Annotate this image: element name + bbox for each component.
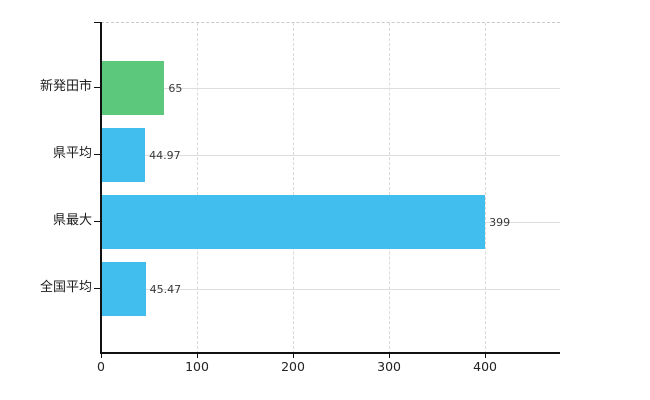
bar-3	[102, 262, 146, 316]
vertical-gridline-300	[389, 23, 391, 354]
category-label-2: 県最大	[52, 213, 92, 228]
x-tick-label: 100	[185, 359, 209, 374]
y-tick	[94, 154, 100, 155]
x-tick	[485, 354, 487, 358]
y-axis-line	[100, 22, 102, 353]
x-tick-label: 400	[473, 359, 498, 374]
plot-area: 65 44.97 399 45.47	[101, 22, 560, 354]
x-tick	[101, 354, 102, 358]
vertical-gridline-100	[197, 23, 199, 354]
y-tick	[94, 288, 100, 289]
x-tick-label: 200	[281, 359, 305, 374]
horizontal-gridline	[101, 155, 560, 156]
bar-value-label: 65	[168, 82, 183, 95]
category-label-1: 県平均	[52, 146, 92, 161]
vertical-gridline-400	[485, 23, 487, 354]
y-tick	[94, 87, 100, 88]
bar-1	[102, 128, 146, 182]
vertical-gridline-200	[293, 23, 295, 354]
x-tick	[293, 354, 295, 358]
x-axis-line	[100, 352, 560, 354]
x-tick-label: 300	[377, 359, 401, 374]
x-tick	[197, 354, 199, 358]
bar-0	[102, 61, 165, 115]
x-tick-label: 0	[97, 359, 105, 374]
y-axis-end-tick	[94, 22, 100, 23]
horizontal-gridline	[101, 289, 560, 290]
y-tick	[94, 221, 100, 222]
bar-value-label: 399	[489, 216, 511, 229]
bar-value-label: 45.47	[149, 283, 182, 296]
x-tick	[389, 354, 391, 358]
horizontal-gridline	[101, 88, 560, 89]
bar-2	[102, 195, 486, 249]
category-label-0: 新発田市	[39, 79, 92, 94]
bar-value-label: 44.97	[149, 149, 181, 162]
category-label-3: 全国平均	[39, 280, 92, 295]
